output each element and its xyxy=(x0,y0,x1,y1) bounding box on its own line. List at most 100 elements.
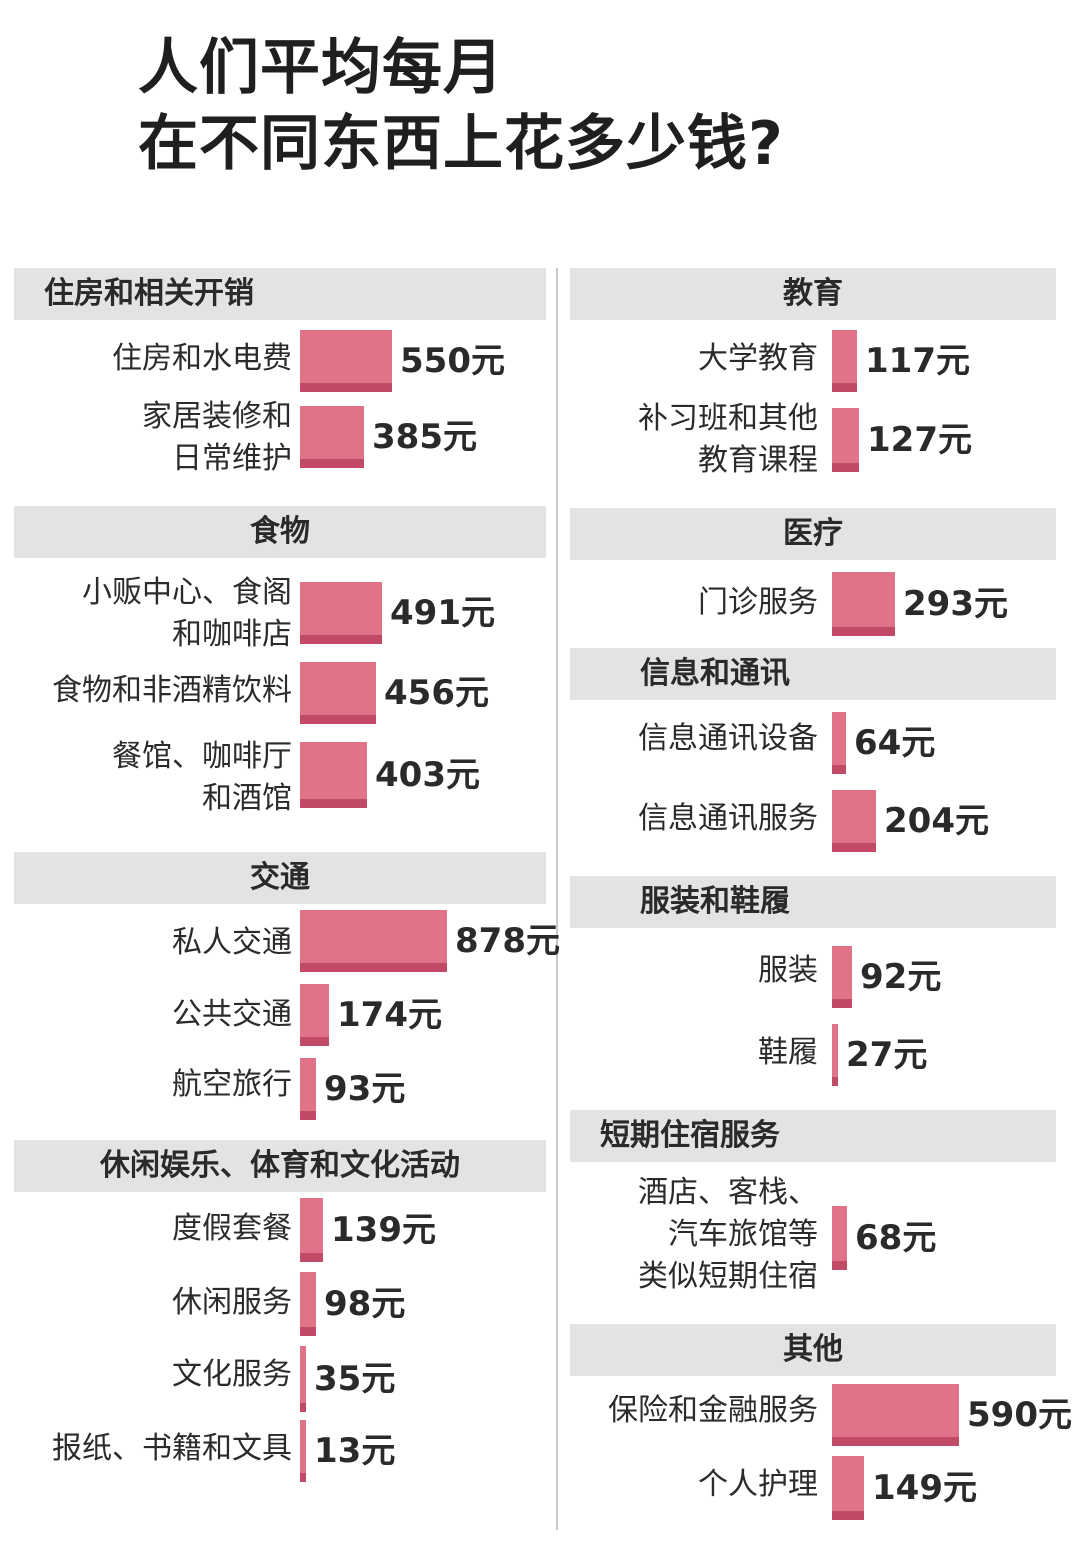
category-label-line: 度假套餐 xyxy=(172,1211,292,1246)
bar-mark xyxy=(300,1346,306,1412)
category-label-line: 私人交通 xyxy=(172,925,292,960)
bar-mark xyxy=(300,330,392,392)
category-label: 航空旅行 xyxy=(172,1064,292,1106)
data-label: 403元 xyxy=(375,755,480,795)
bar-fill xyxy=(832,408,859,472)
category-label-line: 信息通讯服务 xyxy=(638,801,818,836)
bar-mark xyxy=(832,712,846,774)
category-label: 私人交通 xyxy=(172,922,292,964)
title-line-2: 在不同东西上花多少钱? xyxy=(138,109,784,179)
category-label-line: 服装 xyxy=(758,953,818,988)
category-label-line: 汽车旅馆等 xyxy=(668,1217,818,1252)
data-label: 491元 xyxy=(390,593,495,633)
bar-fill xyxy=(832,1024,838,1086)
bar-fill xyxy=(832,790,876,852)
category-label-line: 日常维护 xyxy=(172,441,292,476)
section-header: 信息和通讯 xyxy=(570,648,1056,700)
category-label-line: 信息通讯设备 xyxy=(638,721,818,756)
category-label-line: 休闲服务 xyxy=(172,1285,292,1320)
category-label: 门诊服务 xyxy=(698,582,818,624)
category-label-line: 补习班和其他 xyxy=(638,401,818,436)
category-label: 保险和金融服务 xyxy=(608,1390,818,1432)
bar-mark xyxy=(832,1384,959,1446)
data-label: 385元 xyxy=(372,417,477,457)
category-label-line: 鞋履 xyxy=(758,1035,818,1070)
category-label-line: 门诊服务 xyxy=(698,585,818,620)
category-label-line: 住房和水电费 xyxy=(112,341,292,376)
category-label-line: 文化服务 xyxy=(172,1357,292,1392)
category-label: 小贩中心、食阁 和咖啡店 xyxy=(82,572,292,656)
category-label-line: 公共交通 xyxy=(172,997,292,1032)
bar-fill xyxy=(832,1206,847,1270)
bar-fill xyxy=(300,1058,316,1120)
bar-mark xyxy=(300,910,447,972)
bar-fill xyxy=(300,1198,323,1262)
bar-mark xyxy=(832,1206,847,1270)
category-label: 信息通讯服务 xyxy=(638,798,818,840)
category-label: 信息通讯设备 xyxy=(638,718,818,760)
section-header: 休闲娱乐、体育和文化活动 xyxy=(14,1140,546,1192)
section-header: 其他 xyxy=(570,1324,1056,1376)
data-label: 64元 xyxy=(854,723,936,763)
category-label: 大学教育 xyxy=(698,338,818,380)
bar-mark xyxy=(300,1272,316,1336)
data-label: 149元 xyxy=(872,1468,977,1508)
category-label-line: 保险和金融服务 xyxy=(608,1393,818,1428)
bar-mark xyxy=(832,330,857,392)
bar-mark xyxy=(832,572,895,636)
category-label: 鞋履 xyxy=(758,1032,818,1074)
section-header: 食物 xyxy=(14,506,546,558)
category-label: 食物和非酒精饮料 xyxy=(52,670,292,712)
bar-fill xyxy=(832,330,857,392)
chart-title: 人们平均每月 在不同东西上花多少钱? xyxy=(138,30,998,182)
data-label: 68元 xyxy=(855,1218,937,1258)
bar-fill xyxy=(300,406,364,468)
data-label: 35元 xyxy=(314,1359,396,1399)
category-label: 个人护理 xyxy=(698,1464,818,1506)
bar-mark xyxy=(300,984,329,1046)
bar-mark xyxy=(300,662,376,724)
data-label: 293元 xyxy=(903,584,1008,624)
category-label: 休闲服务 xyxy=(172,1282,292,1324)
category-label: 餐馆、咖啡厅 和酒馆 xyxy=(112,736,292,820)
data-label: 174元 xyxy=(337,995,442,1035)
data-label: 204元 xyxy=(884,801,989,841)
section-header: 短期住宿服务 xyxy=(570,1110,1056,1162)
bar-mark xyxy=(832,946,852,1008)
category-label-line: 家居装修和 xyxy=(142,399,292,434)
category-label: 家居装修和日常维护 xyxy=(142,396,292,480)
category-label-line: 食物和非酒精饮料 xyxy=(52,673,292,708)
category-label-line: 和咖啡店 xyxy=(172,617,292,652)
section-header: 教育 xyxy=(570,268,1056,320)
category-label: 住房和水电费 xyxy=(112,338,292,380)
bar-fill xyxy=(300,910,447,972)
data-label: 98元 xyxy=(324,1284,406,1324)
category-label-line: 航空旅行 xyxy=(172,1067,292,1102)
bar-fill xyxy=(300,1272,316,1336)
data-label: 127元 xyxy=(867,420,972,460)
bar-mark xyxy=(300,406,364,468)
bar-mark xyxy=(832,1024,838,1086)
bar-mark xyxy=(832,790,876,852)
bar-mark xyxy=(300,1420,306,1482)
category-label-line: 类似短期住宿 xyxy=(638,1259,818,1294)
data-label: 92元 xyxy=(860,957,942,997)
bar-mark xyxy=(300,1058,316,1120)
section-header: 服装和鞋履 xyxy=(570,876,1056,928)
column-divider xyxy=(556,268,558,1530)
category-label-line: 酒店、客栈、 xyxy=(638,1175,818,1210)
bar-mark xyxy=(300,582,382,644)
bar-fill xyxy=(300,582,382,644)
bar-fill xyxy=(832,946,852,1008)
bar-fill xyxy=(300,984,329,1046)
data-label: 93元 xyxy=(324,1069,406,1109)
data-label: 590元 xyxy=(967,1395,1072,1435)
category-label: 报纸、书籍和文具 xyxy=(52,1428,292,1470)
section-header: 交通 xyxy=(14,852,546,904)
section-header: 住房和相关开销 xyxy=(14,268,546,320)
bar-fill xyxy=(832,712,846,774)
category-label-line: 大学教育 xyxy=(698,341,818,376)
bar-mark xyxy=(300,1198,323,1262)
category-label: 服装 xyxy=(758,950,818,992)
title-line-1: 人们平均每月 xyxy=(138,33,504,103)
